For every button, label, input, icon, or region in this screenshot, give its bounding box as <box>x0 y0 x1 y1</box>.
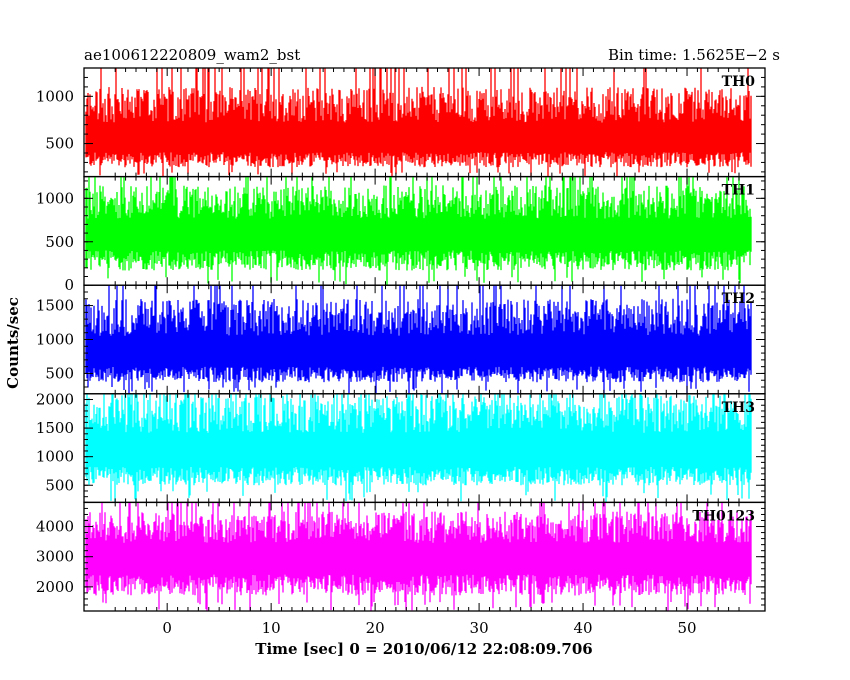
x-axis: 0 10 20 30 40 50 <box>162 619 696 637</box>
panel-th3: 500 1000 1500 2000 TH3 <box>36 391 766 504</box>
x-tick-label: 0 <box>162 619 172 637</box>
series-trace-th0123 <box>85 502 752 611</box>
bin-time-label: Bin time: 1.5625E−2 s <box>608 46 780 64</box>
panel-label-th2: TH2 <box>722 291 755 307</box>
panel-label-th1: TH1 <box>722 183 755 199</box>
panel-th1: 0 500 1000 TH1 <box>36 175 766 294</box>
y-tick-label: 500 <box>45 476 74 494</box>
panel-label-th3: TH3 <box>722 400 755 416</box>
x-axis-title: Time [sec] 0 = 2010/06/12 22:08:09.706 <box>255 640 592 658</box>
x-tick-label: 50 <box>677 619 696 637</box>
y-tick-label: 1500 <box>36 419 74 437</box>
panel-th0123: 2000 3000 4000 TH0123 <box>36 501 766 612</box>
series-trace-th1 <box>85 176 752 285</box>
chart-title: ae100612220809_wam2_bst <box>84 46 300 64</box>
panel-label-th0: TH0 <box>722 74 756 90</box>
y-tick-label: 1000 <box>36 189 74 207</box>
x-tick-label: 20 <box>366 619 385 637</box>
x-tick-label: 40 <box>574 619 593 637</box>
y-tick-label: 1000 <box>36 87 74 105</box>
y-tick-label: 1500 <box>36 297 74 315</box>
y-tick-label: 2000 <box>36 578 74 596</box>
x-tick-label: 30 <box>470 619 489 637</box>
series-trace-th3 <box>85 393 752 503</box>
y-tick-label: 500 <box>45 135 74 153</box>
y-tick-label: 0 <box>64 276 74 294</box>
panel-th2: 500 1000 1500 TH2 <box>36 284 766 395</box>
panels-group: 500 1000 TH0 0 500 1000 TH1 500 1000 1500 TH2 500 10… <box>36 67 766 612</box>
y-tick-label: 4000 <box>36 518 74 536</box>
panel-th0: 500 1000 TH0 <box>36 67 766 178</box>
series-trace-th0 <box>85 68 752 177</box>
x-tick-label: 10 <box>262 619 281 637</box>
y-tick-label: 1000 <box>36 331 74 349</box>
y-tick-label: 3000 <box>36 548 74 566</box>
y-tick-label: 500 <box>45 364 74 382</box>
y-tick-label: 2000 <box>36 391 74 409</box>
y-tick-label: 1000 <box>36 448 74 466</box>
series-trace-th2 <box>85 285 752 394</box>
y-axis-title: Counts/sec <box>4 297 22 389</box>
panel-label-th0123: TH0123 <box>692 508 755 524</box>
y-tick-label: 500 <box>45 233 74 251</box>
